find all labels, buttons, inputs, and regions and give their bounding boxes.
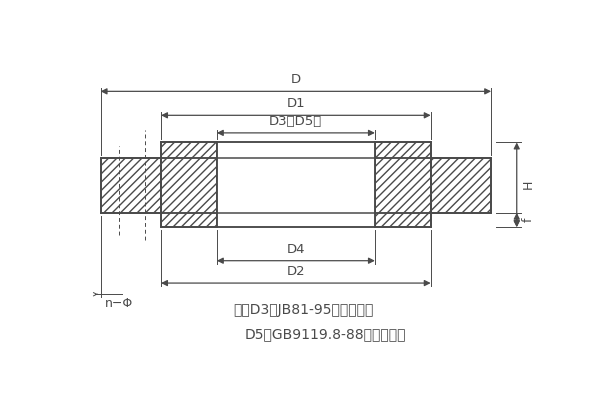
Text: D2: D2 [287, 265, 305, 278]
Bar [375, 142, 431, 227]
Text: D1: D1 [287, 97, 305, 110]
Text: H: H [521, 180, 535, 190]
Bar [375, 142, 431, 227]
Bar [161, 142, 217, 227]
Bar [431, 159, 491, 213]
Text: n−Φ: n−Φ [105, 297, 133, 310]
Text: D3（D5）: D3（D5） [269, 115, 323, 128]
Bar [217, 142, 375, 227]
Text: f: f [521, 218, 535, 222]
Bar [431, 159, 491, 213]
Text: D4: D4 [287, 243, 305, 256]
Text: 注：D3与JB81-95标准管配合: 注：D3与JB81-95标准管配合 [233, 303, 373, 317]
Bar [101, 159, 161, 213]
Text: D: D [291, 73, 301, 86]
Bar [161, 142, 217, 227]
Text: D5与GB9119.8-88标准管配合: D5与GB9119.8-88标准管配合 [245, 327, 406, 341]
Bar [217, 142, 375, 227]
Bar [101, 159, 161, 213]
